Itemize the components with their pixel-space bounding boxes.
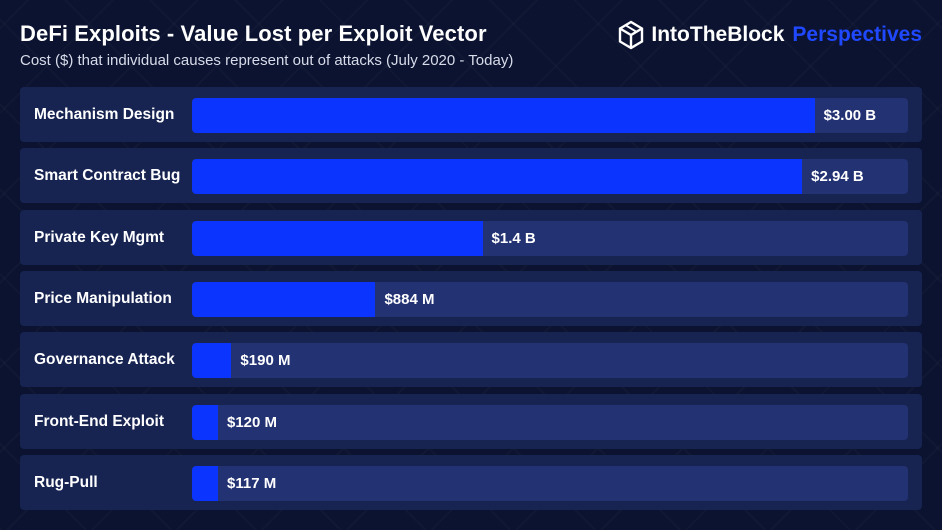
category-label: Rug-Pull	[34, 473, 98, 491]
chart-subtitle: Cost ($) that individual causes represen…	[20, 52, 514, 69]
bar-track: $884 M	[192, 281, 908, 317]
intotheblock-hexagon-icon	[619, 20, 644, 50]
bar-track: $2.94 B	[192, 159, 908, 195]
bar	[192, 220, 483, 256]
bar	[192, 281, 376, 317]
value-label: $2.94 B	[811, 168, 864, 186]
value-label: $3.00 B	[823, 107, 877, 124]
bar-track: $190 M	[192, 343, 908, 379]
value-label: $1.4 B	[491, 229, 536, 247]
value-label: $190 M	[240, 352, 291, 370]
category-label: Front-End Exploit	[34, 412, 165, 430]
chart-title: DeFi Exploits - Value Lost per Exploit V…	[20, 21, 487, 46]
bar-row: Front-End Exploit $120 M	[20, 393, 922, 449]
bar-track: $3.00 B	[192, 98, 908, 133]
category-label: Smart Contract Bug	[34, 167, 181, 185]
bar-row: Mechanism Design $3.00 B	[20, 87, 922, 142]
value-label: $120 M	[227, 413, 278, 431]
value-label: $117 M	[227, 474, 277, 492]
bar	[192, 98, 815, 133]
brand-tagline: Perspectives	[792, 23, 922, 46]
value-label: $884 M	[384, 290, 435, 308]
bar-row: Rug-Pull $117 M	[20, 454, 922, 510]
category-label: Governance Attack	[34, 351, 175, 369]
category-label: Private Key Mgmt	[34, 228, 165, 246]
bar-row: Price Manipulation $884 M	[20, 270, 922, 326]
bar	[192, 465, 218, 501]
category-label: Mechanism Design	[34, 106, 175, 123]
bar	[192, 159, 803, 195]
bar-row: Smart Contract Bug $2.94 B	[20, 148, 922, 204]
bar-track: $120 M	[192, 404, 908, 440]
bar-row: Governance Attack $190 M	[20, 332, 922, 388]
brand-logo: IntoTheBlock Perspectives	[617, 20, 922, 50]
bar	[192, 404, 218, 440]
bar-track: $117 M	[192, 465, 908, 501]
bar-track: $1.4 B	[192, 220, 908, 256]
category-label: Price Manipulation	[34, 289, 172, 307]
bar-row: Private Key Mgmt $1.4 B	[20, 209, 922, 265]
chart-header: DeFi Exploits - Value Lost per Exploit V…	[20, 20, 922, 80]
bar	[192, 343, 232, 379]
brand-name: IntoTheBlock	[651, 23, 785, 46]
